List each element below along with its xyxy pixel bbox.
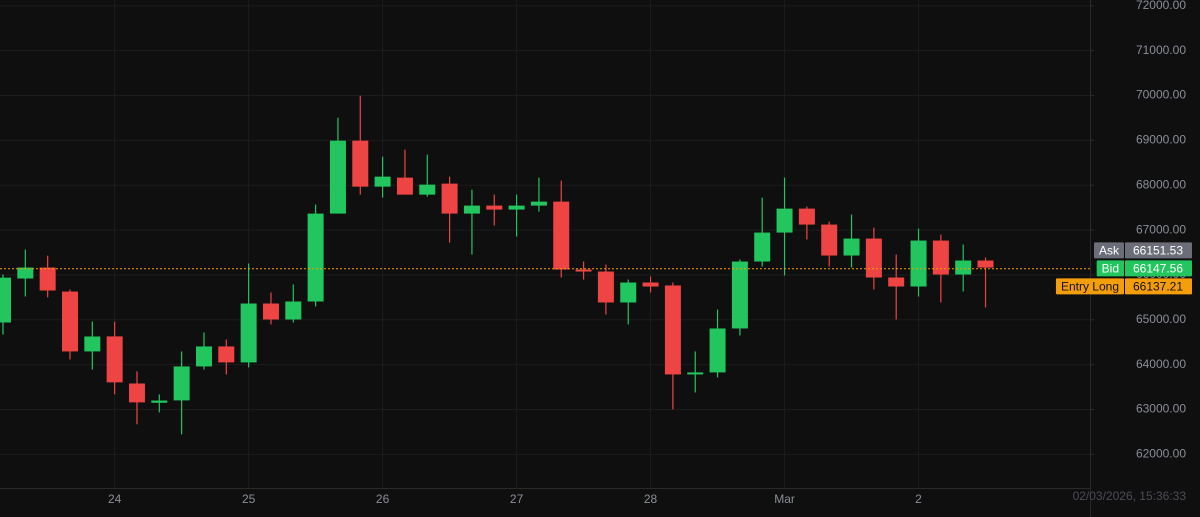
x-tick-label: 28 xyxy=(644,492,658,506)
candle-body xyxy=(553,201,570,270)
candle-body xyxy=(352,140,369,187)
candle-body xyxy=(508,205,525,210)
candle-body xyxy=(865,238,882,278)
price-tag-value: 66137.21 xyxy=(1133,280,1183,294)
candle-body xyxy=(731,261,748,329)
candle-body xyxy=(664,285,681,375)
plot-area xyxy=(0,0,1090,488)
candle-body xyxy=(620,282,637,303)
timestamp: 02/03/2026, 15:36:33 xyxy=(1073,489,1187,503)
candle-body xyxy=(39,267,56,291)
price-tag-label: Entry Long xyxy=(1061,280,1119,294)
candle-body xyxy=(642,282,659,287)
candle-body xyxy=(910,240,927,287)
price-tag-label: Ask xyxy=(1099,244,1120,258)
y-tick-label: 70000.00 xyxy=(1136,88,1186,102)
candle-body xyxy=(821,224,838,256)
candle-body xyxy=(776,208,793,233)
y-tick-label: 68000.00 xyxy=(1136,177,1186,191)
candle-body xyxy=(84,336,101,352)
candle-body xyxy=(128,383,145,403)
candle-body xyxy=(530,201,547,206)
x-tick-label: 2 xyxy=(915,492,922,506)
candle-body xyxy=(597,271,614,303)
price-tag-label-box xyxy=(1055,278,1124,295)
candle-body xyxy=(709,328,726,373)
price-tag-value-box xyxy=(1125,260,1192,277)
price-tag-label: Bid xyxy=(1102,262,1119,276)
price-tag-value-box xyxy=(1125,278,1192,295)
candle-body xyxy=(486,205,503,210)
y-tick-label: 67000.00 xyxy=(1136,222,1186,236)
y-tick-label: 62000.00 xyxy=(1136,447,1186,461)
candle-body xyxy=(17,267,34,279)
candle-body xyxy=(0,277,11,323)
candle-body xyxy=(240,303,257,363)
price-tag-value: 66147.56 xyxy=(1133,262,1183,276)
candle-body xyxy=(396,177,413,195)
y-tick-label: 72000.00 xyxy=(1136,0,1186,12)
candle-body xyxy=(285,301,302,320)
x-tick-label: 26 xyxy=(376,492,390,506)
candle-body xyxy=(441,183,458,214)
x-tick-label: 27 xyxy=(510,492,524,506)
candle-body xyxy=(329,140,346,214)
candle-body xyxy=(754,232,771,262)
candle-body xyxy=(687,372,704,375)
candle-body xyxy=(955,260,972,275)
candle-body xyxy=(195,346,212,367)
candle-body xyxy=(262,303,279,320)
candle-body xyxy=(61,291,78,352)
candle-body xyxy=(307,213,324,302)
candle-body xyxy=(151,400,168,403)
x-tick-label: Mar xyxy=(774,492,795,506)
price-tag-label-box xyxy=(1093,242,1124,259)
y-tick-label: 69000.00 xyxy=(1136,133,1186,147)
candle-body xyxy=(106,336,123,383)
candle-body xyxy=(419,184,436,195)
price-tag-value-box xyxy=(1125,242,1192,259)
x-tick-label: 24 xyxy=(108,492,122,506)
candle-body xyxy=(888,277,905,287)
candle-body xyxy=(374,176,391,187)
y-tick-label: 63000.00 xyxy=(1136,402,1186,416)
price-tag-value: 66151.53 xyxy=(1133,244,1183,258)
y-tick-label: 64000.00 xyxy=(1136,357,1186,371)
candle-body xyxy=(463,205,480,214)
y-tick-label: 71000.00 xyxy=(1136,43,1186,57)
price-tag-label-box xyxy=(1096,260,1124,277)
candle-body xyxy=(932,240,949,275)
candle-body xyxy=(843,238,860,256)
candle-body xyxy=(218,346,235,363)
candle-body xyxy=(173,366,190,401)
candle-body xyxy=(798,208,815,225)
x-tick-label: 25 xyxy=(242,492,256,506)
candle-body xyxy=(575,269,592,272)
y-tick-label: 65000.00 xyxy=(1136,312,1186,326)
candle-body xyxy=(977,260,994,268)
